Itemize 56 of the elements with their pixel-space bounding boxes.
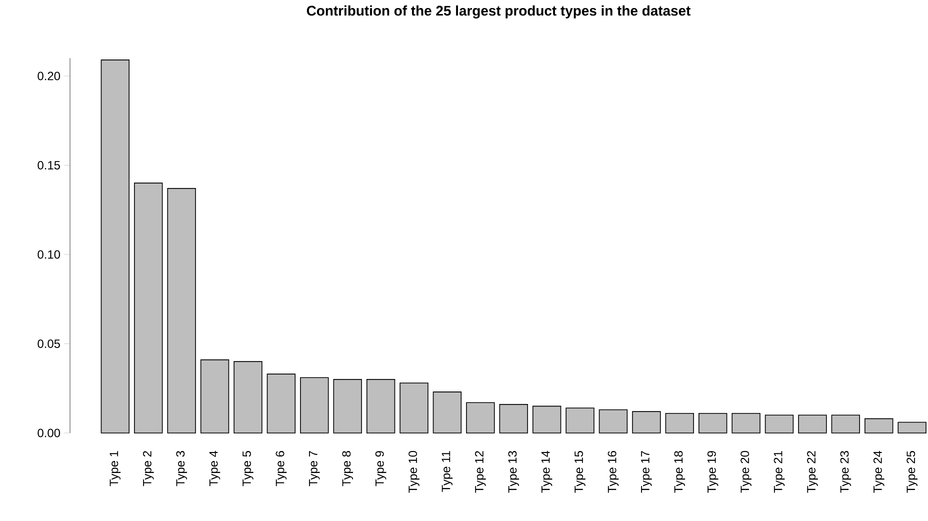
x-tick-label: Type 22 [807,451,818,493]
bar [499,404,528,434]
bar [864,418,894,434]
bar [665,412,694,434]
bar [266,374,296,434]
x-tick-label: Type 14 [541,450,552,493]
bar [432,392,462,434]
bar [333,379,362,434]
x-tick-label: Type 12 [475,451,486,493]
bar [698,412,728,434]
bar [300,377,329,434]
x-tick-label: Type 2 [142,451,154,486]
x-tick-label: Type 17 [641,451,652,493]
x-tick-label: Type 7 [309,451,320,486]
bar [400,382,428,434]
bar [234,361,262,434]
x-tick-label: Type 23 [840,451,852,493]
x-tick-label: Type 24 [873,450,884,493]
y-tick-label: 0.20 [38,72,60,80]
bar [100,60,130,434]
bar [134,182,163,434]
bar [566,408,594,434]
x-tick-label: Type 8 [342,451,354,486]
bar [831,414,860,434]
x-tick-label: Type 9 [375,451,386,486]
x-tick-label: Type 15 [574,451,586,493]
bar [532,406,562,434]
bar [598,409,628,434]
x-tick-label: Type 16 [608,451,619,493]
bar [798,414,827,434]
y-tick-label: 0.15 [38,161,60,170]
x-tick-label: Type 20 [740,450,752,493]
x-tick-label: Type 13 [508,451,520,493]
x-tick-label: Type 1 [110,451,121,486]
x-tick-label: Type 18 [674,451,686,493]
x-tick-label: Type 10 [408,450,420,493]
bar [732,412,760,434]
bar [466,402,495,434]
x-tick-label: Type 19 [707,451,718,493]
bar [764,414,794,434]
x-tick-label: Type 25 [906,451,918,493]
chart-title: Contribution of the 25 largest product types in the dataset [306,5,691,18]
x-tick-label: Type 4 [209,450,220,486]
y-tick-label: 0.05 [38,340,60,348]
x-tick-label: Type 3 [176,451,187,486]
x-tick-label: Type 11 [442,451,453,492]
x-tick-label: Type 21 [774,451,785,493]
bar [167,188,196,434]
bar [898,422,926,434]
x-tick-label: Type 5 [242,451,254,486]
x-tick-label: Type 6 [276,451,287,486]
y-tick-label: 0.10 [38,250,60,259]
bar [632,411,661,434]
bar [366,379,396,434]
y-tick-label: 0.00 [38,428,60,438]
bar [200,359,230,434]
